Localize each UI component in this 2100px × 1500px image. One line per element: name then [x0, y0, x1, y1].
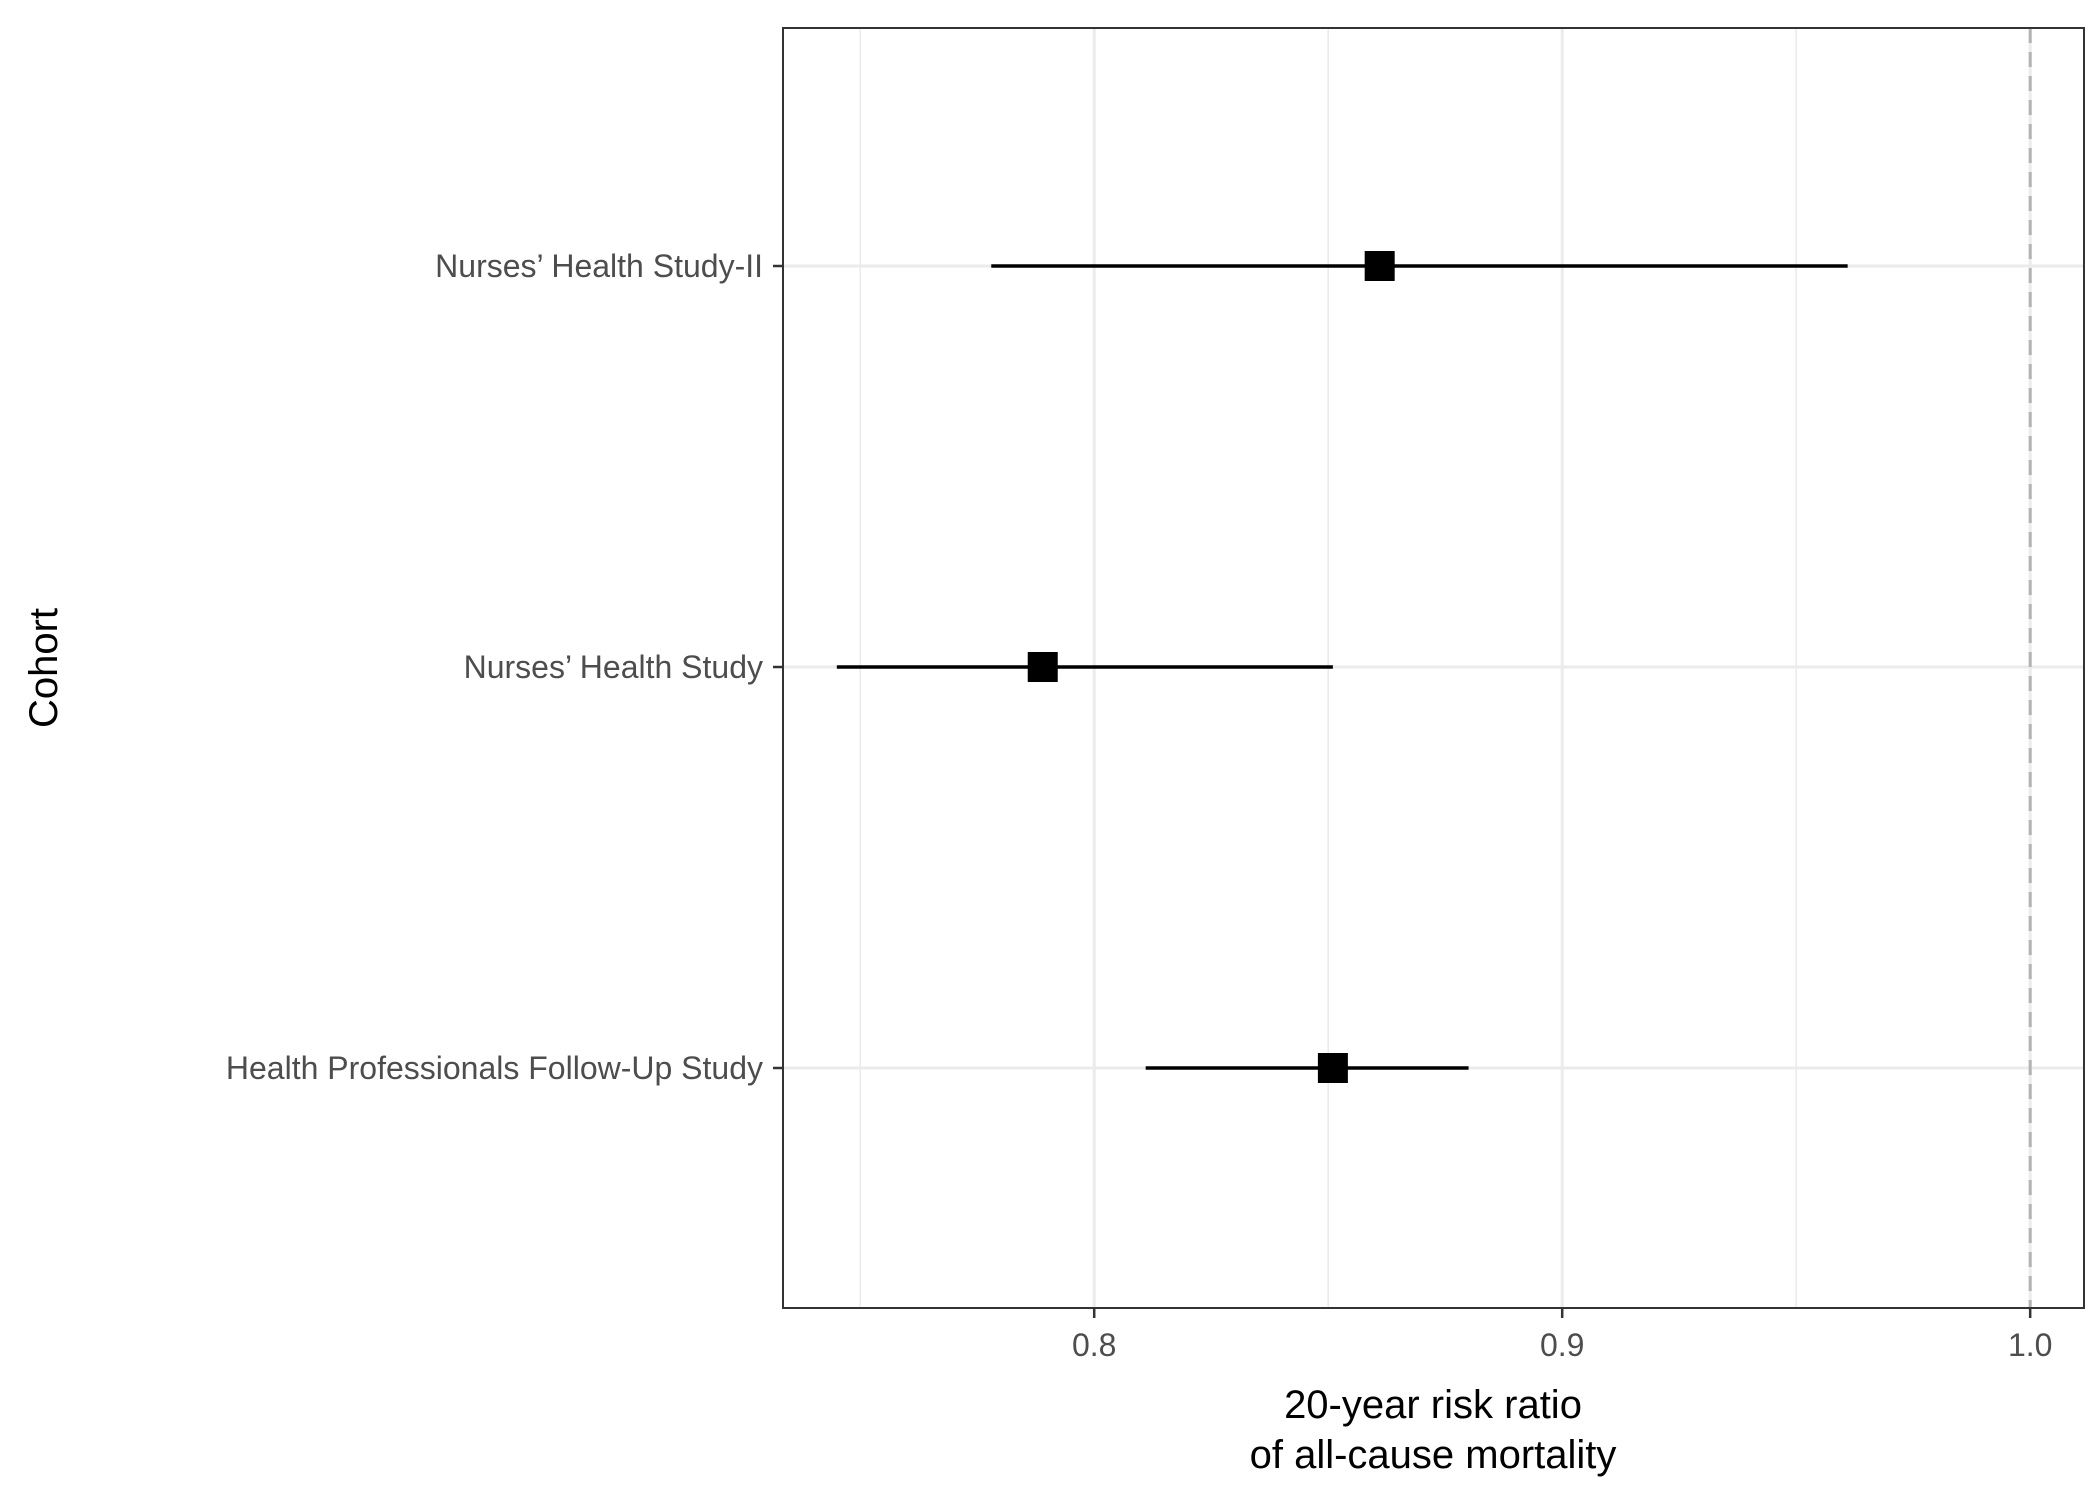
y-tick-label: Nurses’ Health Study-II	[435, 248, 763, 284]
x-tick-label: 0.8	[1072, 1327, 1116, 1363]
y-tick-label: Nurses’ Health Study	[464, 649, 763, 685]
point-estimate-marker	[1027, 652, 1058, 682]
x-tick-label: 1.0	[2008, 1327, 2052, 1363]
y-tick-label: Health Professionals Follow-Up Study	[226, 1050, 763, 1086]
x-axis-title-line-2: of all-cause mortality	[1250, 1433, 1617, 1477]
data-marks	[836, 251, 1848, 1083]
x-tick-label: 0.9	[1540, 1327, 1584, 1363]
y-axis-title: Cohort	[22, 608, 66, 728]
axis-ticks	[773, 264, 2032, 1318]
x-axis-title-line-1: 20-year risk ratio	[1284, 1383, 1582, 1427]
point-estimate-marker	[1364, 251, 1395, 281]
axis-labels: 0.8 0.9 1.0 Nurses’ Health Study-II Nurses’ …	[226, 248, 2053, 1363]
point-estimate-marker	[1317, 1053, 1348, 1083]
